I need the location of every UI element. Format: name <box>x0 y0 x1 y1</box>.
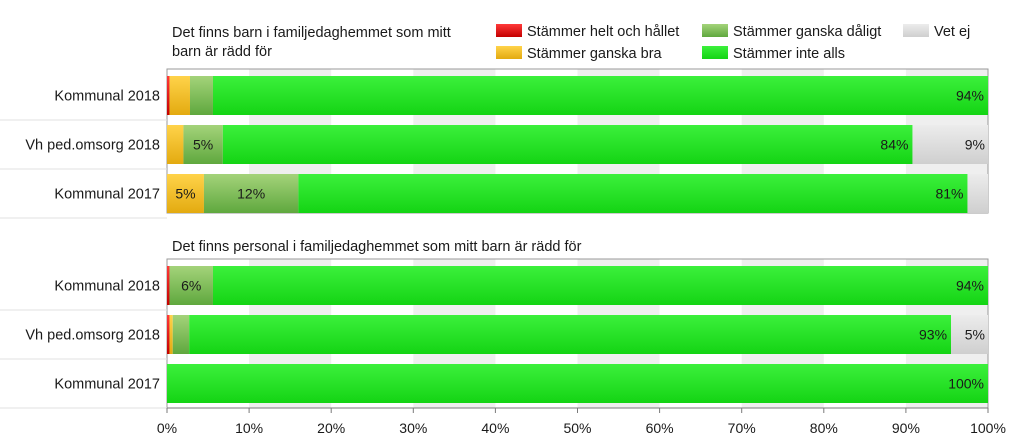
bar-segment <box>167 174 204 213</box>
legend-swatch <box>903 24 929 37</box>
x-tick-label: 80% <box>810 420 838 436</box>
legend-swatch <box>496 46 522 59</box>
data-label: 100% <box>948 376 984 392</box>
bar-segment <box>222 125 913 164</box>
x-tick-label: 100% <box>970 420 1006 436</box>
bar-segment <box>167 266 170 305</box>
data-label: 84% <box>880 137 908 153</box>
category-label: Kommunal 2018 <box>54 279 160 295</box>
data-label: 94% <box>956 88 984 104</box>
panel-title: barn är rädd för <box>172 44 272 60</box>
category-label: Kommunal 2017 <box>54 377 160 393</box>
bar-segment <box>169 76 190 115</box>
legend-label: Stämmer ganska dåligt <box>733 24 881 40</box>
x-tick-label: 30% <box>399 420 427 436</box>
bar-segment <box>189 76 213 115</box>
panel-title: Det finns personal i familjedaghemmet so… <box>172 239 582 255</box>
x-tick-label: 70% <box>728 420 756 436</box>
category-label: Vh ped.omsorg 2018 <box>25 138 160 154</box>
panel-title-bg <box>167 235 622 258</box>
bar-segment <box>167 315 170 354</box>
data-label: 94% <box>956 278 984 294</box>
x-tick-label: 90% <box>892 420 920 436</box>
x-tick-label: 0% <box>157 420 177 436</box>
bar-segment <box>203 174 299 213</box>
bar-segment <box>212 76 988 115</box>
panel-title: Det finns barn i familjedaghemmet som mi… <box>172 25 451 41</box>
legend-label: Stämmer ganska bra <box>527 46 663 62</box>
x-tick-label: 40% <box>481 420 509 436</box>
x-tick-label: 50% <box>563 420 591 436</box>
bar-segment <box>951 315 988 354</box>
data-label: 9% <box>965 137 985 153</box>
bar-segment <box>167 125 184 164</box>
data-label: 12% <box>237 186 265 202</box>
bar-segment <box>967 174 988 213</box>
x-tick-label: 10% <box>235 420 263 436</box>
bar-segment <box>169 266 213 305</box>
legend-label: Stämmer inte alls <box>733 46 845 62</box>
legend-label: Stämmer helt och hållet <box>527 24 679 40</box>
bar-segment <box>183 125 223 164</box>
data-label: 81% <box>935 186 963 202</box>
legend-swatch <box>702 24 728 37</box>
legend-swatch <box>496 24 522 37</box>
bar-segment <box>298 174 968 213</box>
data-label: 6% <box>181 278 201 294</box>
data-label: 5% <box>175 186 195 202</box>
x-tick-label: 60% <box>646 420 674 436</box>
bar-segment <box>912 125 988 164</box>
bar-segment <box>167 76 170 115</box>
x-tick-label: 20% <box>317 420 345 436</box>
legend-bg <box>490 14 990 64</box>
category-label: Vh ped.omsorg 2018 <box>25 328 160 344</box>
data-label: 5% <box>193 137 213 153</box>
bar-segment <box>167 364 988 403</box>
data-label: 93% <box>919 327 947 343</box>
legend-swatch <box>702 46 728 59</box>
data-label: 5% <box>965 327 985 343</box>
bar-segment <box>189 315 952 354</box>
category-label: Kommunal 2017 <box>54 187 160 203</box>
bar-segment <box>169 315 173 354</box>
category-label: Kommunal 2018 <box>54 89 160 105</box>
bar-segment <box>172 315 190 354</box>
panel-title-bg <box>167 21 470 63</box>
legend-label: Vet ej <box>934 24 970 40</box>
bar-segment <box>212 266 988 305</box>
